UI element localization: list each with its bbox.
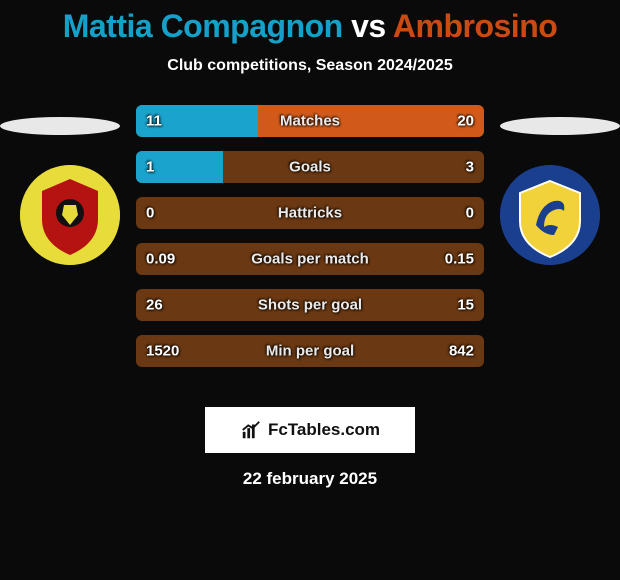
title-player2: Ambrosino bbox=[393, 8, 557, 44]
title-vs: vs bbox=[351, 8, 386, 44]
subtitle: Club competitions, Season 2024/2025 bbox=[0, 57, 620, 75]
stat-row: 0 Hattricks 0 bbox=[136, 197, 484, 229]
pedestal-right bbox=[500, 117, 620, 135]
stat-value-left: 1520 bbox=[146, 343, 179, 360]
stat-label: Goals per match bbox=[251, 251, 369, 268]
stat-value-left: 26 bbox=[146, 297, 163, 314]
stat-row: 1520 Min per goal 842 bbox=[136, 335, 484, 367]
stat-value-left: 11 bbox=[146, 113, 162, 130]
stat-row: 11 Matches 20 bbox=[136, 105, 484, 137]
comparison-stage: 11 Matches 20 1 Goals 3 0 Hattricks 0 0.09 Goals p… bbox=[0, 105, 620, 385]
stat-label: Goals bbox=[289, 159, 331, 176]
stat-label: Hattricks bbox=[278, 205, 342, 222]
brand-box: FcTables.com bbox=[205, 407, 415, 453]
stat-value-left: 0 bbox=[146, 205, 154, 222]
stat-value-right: 15 bbox=[457, 297, 474, 314]
title-player1: Mattia Compagnon bbox=[63, 8, 343, 44]
chart-icon bbox=[240, 419, 262, 441]
club-badge-right bbox=[500, 165, 600, 265]
stat-label: Shots per goal bbox=[258, 297, 362, 314]
stat-label: Min per goal bbox=[266, 343, 354, 360]
stat-value-right: 20 bbox=[457, 113, 474, 130]
brand-text: FcTables.com bbox=[268, 420, 380, 440]
stat-value-right: 0.15 bbox=[445, 251, 474, 268]
stat-value-right: 3 bbox=[466, 159, 474, 176]
page-title: Mattia Compagnon vs Ambrosino bbox=[0, 0, 620, 45]
stat-bars: 11 Matches 20 1 Goals 3 0 Hattricks 0 0.09 Goals p… bbox=[136, 105, 484, 381]
stat-row: 26 Shots per goal 15 bbox=[136, 289, 484, 321]
stat-row: 0.09 Goals per match 0.15 bbox=[136, 243, 484, 275]
stat-value-left: 1 bbox=[146, 159, 154, 176]
club-badge-left bbox=[20, 165, 120, 265]
date-footer: 22 february 2025 bbox=[0, 469, 620, 489]
stat-value-left: 0.09 bbox=[146, 251, 175, 268]
stat-row: 1 Goals 3 bbox=[136, 151, 484, 183]
stat-label: Matches bbox=[280, 113, 340, 130]
stat-value-right: 0 bbox=[466, 205, 474, 222]
stat-value-right: 842 bbox=[449, 343, 474, 360]
shield-icon bbox=[20, 165, 120, 265]
pedestal-left bbox=[0, 117, 120, 135]
shield-icon bbox=[500, 165, 600, 265]
